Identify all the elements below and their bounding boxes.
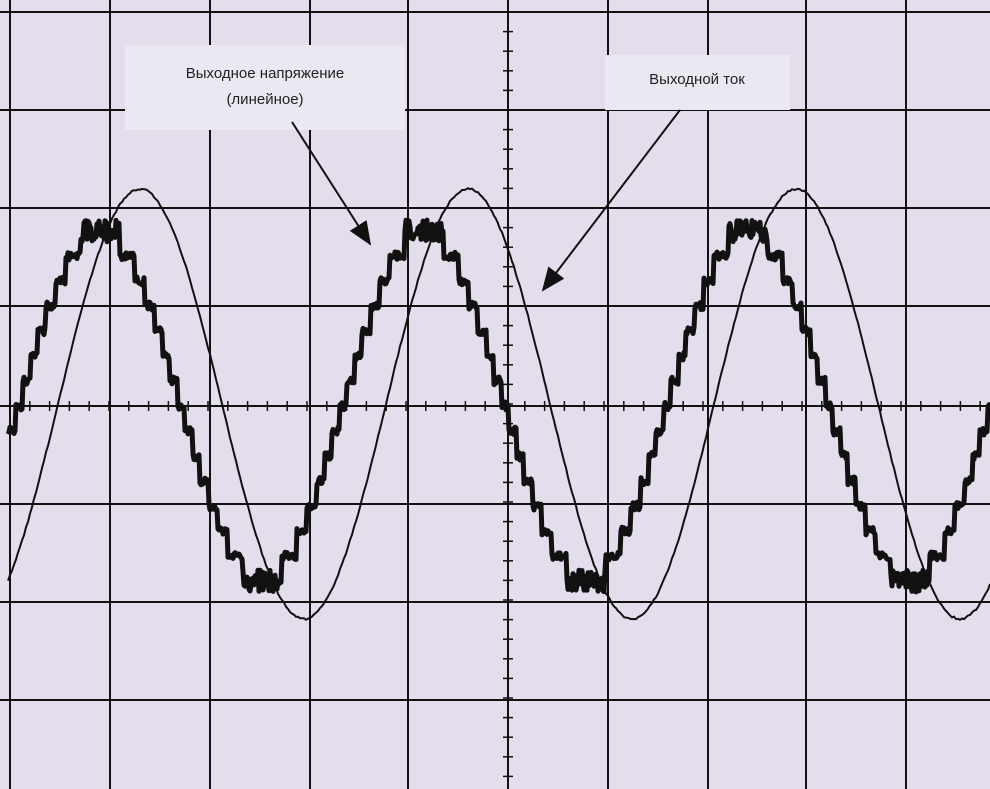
label-box — [125, 45, 405, 130]
oscillogram: Выходное напряжение (линейное) Выходной … — [0, 0, 990, 789]
annotation-line: Выходной ток — [649, 71, 745, 88]
annotation-line: (линейное) — [226, 91, 303, 108]
annotation-line: Выходное напряжение — [186, 65, 344, 82]
